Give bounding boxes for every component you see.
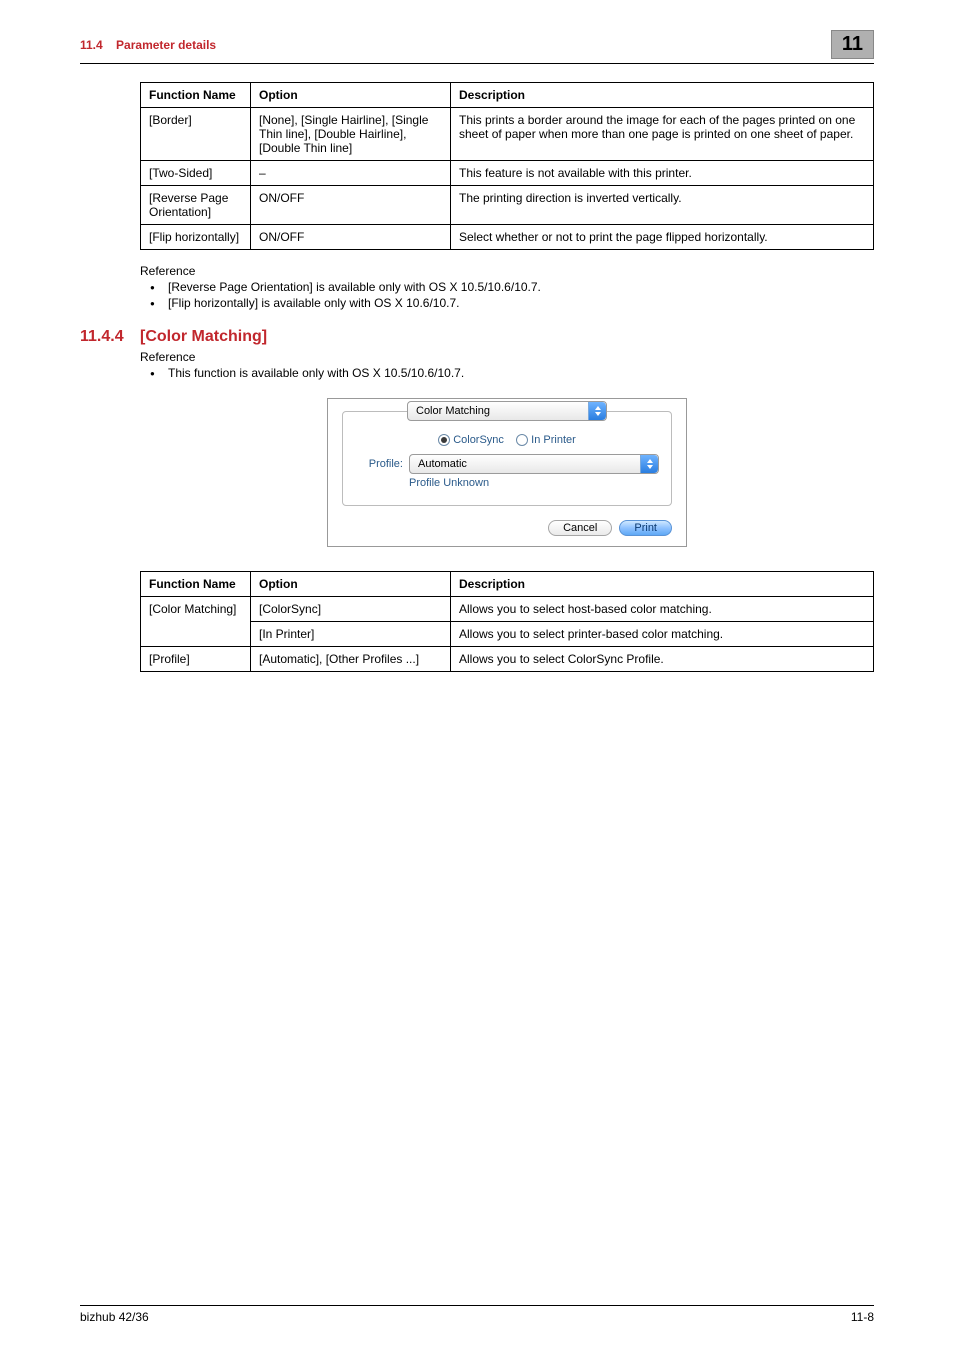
table-row: [Two-Sided] – This feature is not availa… <box>141 161 874 186</box>
t1-h0: Function Name <box>141 83 251 108</box>
t2-cm-r0-desc: Allows you to select host-based color ma… <box>451 597 874 622</box>
t1-r2-fn: [Reverse Page Orientation] <box>141 186 251 225</box>
pane-dropdown[interactable]: Color Matching <box>407 401 607 421</box>
t2-h2: Description <box>451 572 874 597</box>
cancel-button[interactable]: Cancel <box>548 520 612 536</box>
chapter-box: 11 <box>831 30 874 59</box>
table-row: [Reverse Page Orientation] ON/OFF The pr… <box>141 186 874 225</box>
page-footer: bizhub 42/36 11-8 <box>80 1305 874 1324</box>
t2-pr-opt: [Automatic], [Other Profiles ...] <box>251 647 451 672</box>
t1-r1-opt: – <box>251 161 451 186</box>
t1-r2-opt: ON/OFF <box>251 186 451 225</box>
table-row: [In Printer] Allows you to select printe… <box>141 622 874 647</box>
table-row: [Color Matching] [ColorSync] Allows you … <box>141 597 874 622</box>
header-section-title: Parameter details <box>116 38 216 52</box>
t1-r0-opt: [None], [Single Hairline], [Single Thin … <box>251 108 451 161</box>
t1-r2-desc: The printing direction is inverted verti… <box>451 186 874 225</box>
header-left: 11.4 Parameter details <box>80 38 216 52</box>
page-header: 11.4 Parameter details 11 <box>80 30 874 64</box>
t2-pr-fn: [Profile] <box>141 647 251 672</box>
params-table-1: Function Name Option Description [Border… <box>140 82 874 250</box>
reference-label-2: Reference <box>140 350 874 364</box>
table-row: [Border] [None], [Single Hairline], [Sin… <box>141 108 874 161</box>
subsection-num: 11.4.4 <box>80 328 140 346</box>
footer-left: bizhub 42/36 <box>80 1310 149 1324</box>
table-row: [Profile] [Automatic], [Other Profiles .… <box>141 647 874 672</box>
reference-list-1: [Reverse Page Orientation] is available … <box>140 280 874 310</box>
table-row: [Flip horizontally] ON/OFF Select whethe… <box>141 225 874 250</box>
t2-cm-r0-opt: [ColorSync] <box>251 597 451 622</box>
dialog-screenshot: Color Matching ColorSync In Printer Prof… <box>327 398 687 547</box>
footer-right: 11-8 <box>851 1310 874 1324</box>
chevron-updown-icon <box>640 455 658 473</box>
profile-dropdown-value: Automatic <box>418 458 467 470</box>
t1-r1-desc: This feature is not available with this … <box>451 161 874 186</box>
t1-r3-opt: ON/OFF <box>251 225 451 250</box>
t1-r3-desc: Select whether or not to print the page … <box>451 225 874 250</box>
t2-h0: Function Name <box>141 572 251 597</box>
dialog-group: Color Matching ColorSync In Printer Prof… <box>342 411 672 506</box>
t1-h2: Description <box>451 83 874 108</box>
chevron-updown-icon <box>588 402 606 420</box>
reference-label-1: Reference <box>140 264 874 278</box>
t2-pr-desc: Allows you to select ColorSync Profile. <box>451 647 874 672</box>
t2-h1: Option <box>251 572 451 597</box>
t2-cm-r1-desc: Allows you to select printer-based color… <box>451 622 874 647</box>
inprinter-radio[interactable] <box>516 434 528 446</box>
dialog-buttons: Cancel Print <box>342 514 672 536</box>
params-table-2: Function Name Option Description [Color … <box>140 571 874 672</box>
print-button[interactable]: Print <box>619 520 672 536</box>
t2-cm-fn: [Color Matching] <box>141 597 251 647</box>
print-button-label: Print <box>634 522 657 534</box>
pane-dropdown-label: Color Matching <box>416 405 490 417</box>
reference-list-2: This function is available only with OS … <box>140 366 874 380</box>
profile-row: Profile: Automatic <box>355 454 659 474</box>
colorsync-radio-label: ColorSync <box>453 434 504 446</box>
cancel-button-label: Cancel <box>563 522 597 534</box>
profile-label: Profile: <box>355 458 403 470</box>
radio-row: ColorSync In Printer <box>355 434 659 446</box>
ref2-item-0: This function is available only with OS … <box>140 366 874 380</box>
subsection-title: [Color Matching] <box>140 328 267 346</box>
profile-note: Profile Unknown <box>409 477 659 489</box>
subsection-header: 11.4.4 [Color Matching] <box>80 328 874 346</box>
inprinter-radio-label: In Printer <box>531 434 576 446</box>
colorsync-radio[interactable] <box>438 434 450 446</box>
t1-r1-fn: [Two-Sided] <box>141 161 251 186</box>
t1-r3-fn: [Flip horizontally] <box>141 225 251 250</box>
t1-r0-desc: This prints a border around the image fo… <box>451 108 874 161</box>
t1-h1: Option <box>251 83 451 108</box>
ref1-item-0: [Reverse Page Orientation] is available … <box>140 280 874 294</box>
t2-cm-r1-opt: [In Printer] <box>251 622 451 647</box>
ref1-item-1: [Flip horizontally] is available only wi… <box>140 296 874 310</box>
profile-dropdown[interactable]: Automatic <box>409 454 659 474</box>
t1-r0-fn: [Border] <box>141 108 251 161</box>
header-section-num: 11.4 <box>80 38 103 52</box>
